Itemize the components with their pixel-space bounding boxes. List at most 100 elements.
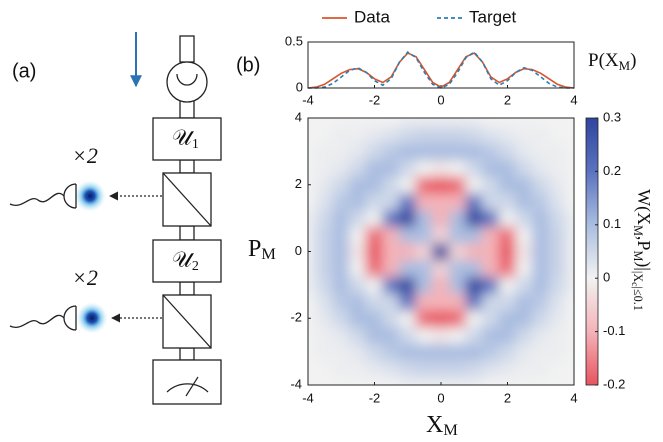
multiplier: ×2 xyxy=(72,265,98,290)
colorbar-tick-label: -0.1 xyxy=(603,323,625,338)
x-tick-label: -4 xyxy=(302,390,314,405)
heatmap-cell xyxy=(382,243,400,261)
heatmap-cell xyxy=(349,176,367,194)
x-tick-label: 0 xyxy=(437,390,444,405)
pipe xyxy=(180,160,194,173)
heatmap-cell xyxy=(532,243,550,261)
heatmap-cell xyxy=(416,226,434,244)
heatmap-cell xyxy=(549,259,567,277)
colorbar-label-part: M xyxy=(631,250,645,261)
heatmap-cell xyxy=(449,226,467,244)
heatmap-cell xyxy=(366,126,384,144)
heatmap-cell xyxy=(499,209,517,227)
heatmap-cell xyxy=(382,293,400,311)
heatmap-cell xyxy=(465,176,483,194)
heatmap-cell xyxy=(465,243,483,261)
heatmap-cell xyxy=(432,276,450,294)
heatmap-cell xyxy=(382,343,400,361)
colorbar-label: W(XM,PM)||Xc|≤0.1 xyxy=(629,189,654,311)
heatmap-cell xyxy=(465,293,483,311)
x-tick-label: 2 xyxy=(504,390,511,405)
heatmap-cell xyxy=(382,309,400,327)
heatmap-cell xyxy=(332,143,350,161)
heatmap-cell xyxy=(465,343,483,361)
heatmap-cell xyxy=(366,176,384,194)
heatmap-cell xyxy=(432,359,450,377)
heatmap-cell xyxy=(449,309,467,327)
heatmap-cell xyxy=(532,359,550,377)
heatmap-cell xyxy=(332,309,350,327)
heatmap-cell xyxy=(382,276,400,294)
heatmap-cell xyxy=(399,259,417,277)
y-tick-label: 0 xyxy=(296,79,303,94)
heatmap-cell xyxy=(399,243,417,261)
distribution-chart: -4-202400.5DataTargetP(XM) xyxy=(285,7,637,107)
x-axis-label: XM xyxy=(426,412,458,439)
heatmap-cell xyxy=(515,259,533,277)
heatmap-cell xyxy=(432,293,450,311)
heatmap-cell xyxy=(316,293,334,311)
heatmap-cell xyxy=(432,176,450,194)
heatmap-cell xyxy=(366,226,384,244)
pipe xyxy=(180,36,194,62)
heatmap-cell xyxy=(399,176,417,194)
multiplier: ×2 xyxy=(72,143,98,168)
x-tick-label: 4 xyxy=(570,390,577,405)
heatmap-cell xyxy=(532,259,550,277)
heatmap-cell xyxy=(416,309,434,327)
detector-wire xyxy=(10,315,64,327)
heatmap-cell xyxy=(366,326,384,344)
heatmap-cell xyxy=(432,309,450,327)
heatmap-cell xyxy=(382,259,400,277)
heatmap-cell xyxy=(349,159,367,177)
heatmap-cell xyxy=(332,259,350,277)
heatmap-cell xyxy=(316,276,334,294)
heatmap-cell xyxy=(449,193,467,211)
heatmap-cell xyxy=(349,243,367,261)
heatmap-cell xyxy=(482,126,500,144)
detector xyxy=(10,184,76,208)
heatmap-cell xyxy=(416,326,434,344)
heatmap-cell xyxy=(532,293,550,311)
x-tick-label: 4 xyxy=(570,92,577,107)
heatmap-cell xyxy=(532,276,550,294)
unitary-index: 1 xyxy=(192,137,199,152)
heatmap-cell xyxy=(515,359,533,377)
heatmap-cells xyxy=(299,109,583,394)
heatmap-cell xyxy=(515,293,533,311)
colorbar-label-part: M xyxy=(631,225,645,236)
pipe xyxy=(180,226,194,240)
colorbar-label-part: |≤0.1 xyxy=(631,287,645,311)
heatmap-cell xyxy=(349,309,367,327)
heatmap-cell xyxy=(432,226,450,244)
heatmap-cell xyxy=(332,343,350,361)
heatmap-cell xyxy=(499,359,517,377)
detector xyxy=(10,306,76,330)
heatmap-cell xyxy=(549,309,567,327)
heatmap-cell xyxy=(482,359,500,377)
heatmap-cell xyxy=(549,193,567,211)
heatmap-cell xyxy=(399,226,417,244)
x-tick-label: -2 xyxy=(369,92,381,107)
y-tick-label: -2 xyxy=(290,310,302,325)
heatmap-cell xyxy=(549,243,567,261)
heatmap-cell xyxy=(382,176,400,194)
heatmap-cell xyxy=(416,126,434,144)
heatmap-cell xyxy=(432,326,450,344)
x-axis-label-part: M xyxy=(443,420,457,439)
heatmap-cell xyxy=(416,243,434,261)
heatmap-cell xyxy=(449,293,467,311)
heatmap-cell xyxy=(416,343,434,361)
colorbar-tick-label: 0 xyxy=(603,270,610,285)
heatmap-cell xyxy=(382,226,400,244)
colorbar xyxy=(586,118,598,385)
heatmap-cell xyxy=(399,309,417,327)
heatmap-cell xyxy=(515,159,533,177)
heatmap-cell xyxy=(366,293,384,311)
heatmap-cell xyxy=(465,193,483,211)
heatmap-cell xyxy=(549,209,567,227)
heatmap-cell xyxy=(549,343,567,361)
heatmap-cell xyxy=(316,209,334,227)
colorbar-label-part: |X xyxy=(631,271,645,282)
heatmap-cell xyxy=(515,243,533,261)
